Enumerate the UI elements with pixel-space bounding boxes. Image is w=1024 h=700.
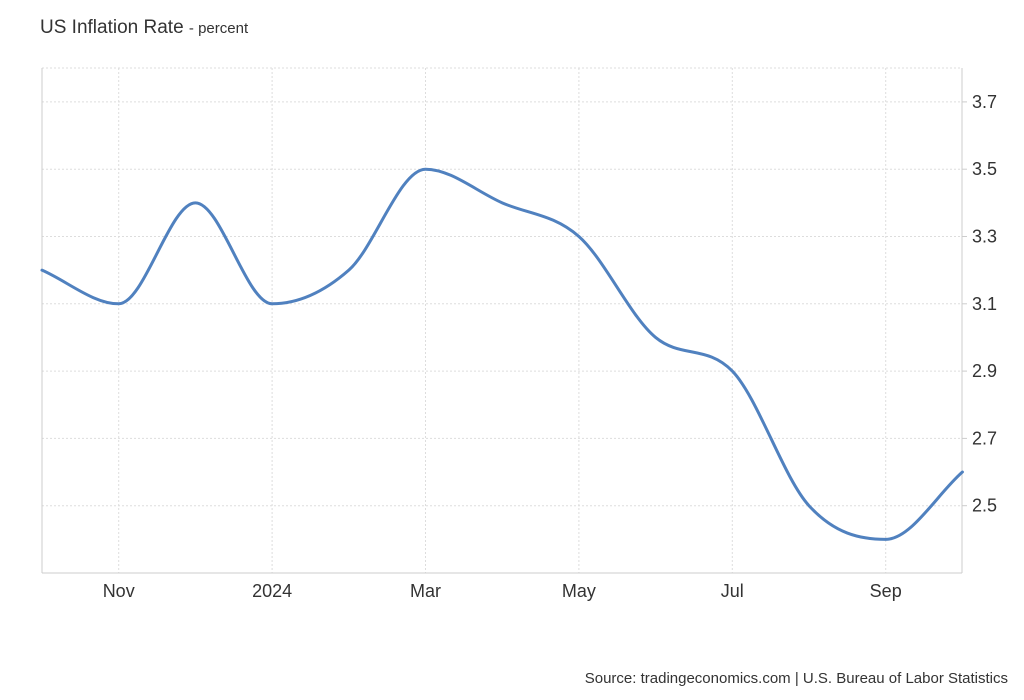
plot-axes	[41, 68, 967, 574]
data-point-2024-08	[807, 503, 812, 508]
y-tick-label-3.7: 3.7	[972, 92, 997, 112]
horizontal-gridlines	[42, 67, 962, 507]
data-point-2023-10	[40, 268, 45, 273]
x-tick-label-sep: Sep	[870, 581, 902, 601]
x-tick-label-jul: Jul	[721, 581, 744, 601]
x-tick-label-may: May	[562, 581, 596, 601]
data-point-2024-05	[576, 234, 581, 239]
x-tick-label-nov: Nov	[103, 581, 135, 601]
series-layer	[40, 167, 965, 542]
x-axis-tick-labels: Nov 2024 Mar May Jul Sep	[103, 581, 902, 601]
data-point-2024-06	[653, 335, 658, 340]
x-tick-label-2024: 2024	[252, 581, 292, 601]
y-tick-label-2.9: 2.9	[972, 361, 997, 381]
data-point-2024-07	[730, 369, 735, 374]
y-axis-tick-labels: 2.5 2.7 2.9 3.1 3.3 3.5 3.7	[972, 92, 997, 516]
data-point-2023-11	[116, 301, 121, 306]
data-point-2023-12	[193, 200, 198, 205]
chart-title: US Inflation Rate	[40, 17, 184, 38]
data-point-2024-10	[960, 470, 965, 475]
vertical-gridlines	[118, 68, 887, 573]
data-point-2024-02	[346, 268, 351, 273]
data-point-2024-03	[423, 167, 428, 172]
data-point-2024-01	[270, 301, 275, 306]
chart-unit-subtitle: - percent	[188, 20, 249, 37]
y-tick-label-3.5: 3.5	[972, 159, 997, 179]
y-tick-label-3.3: 3.3	[972, 227, 997, 247]
chart-title-block: US Inflation Rate - percent	[40, 17, 248, 39]
x-tick-label-mar: Mar	[410, 581, 441, 601]
series-line-inflation	[40, 167, 964, 541]
source-note: Source: tradingeconomics.com | U.S. Bure…	[584, 670, 1008, 687]
y-tick-label-2.7: 2.7	[972, 428, 997, 448]
data-point-2024-04	[500, 200, 505, 205]
data-point-2024-09	[883, 537, 888, 542]
y-tick-label-3.1: 3.1	[972, 294, 997, 314]
y-tick-label-2.5: 2.5	[972, 496, 997, 516]
